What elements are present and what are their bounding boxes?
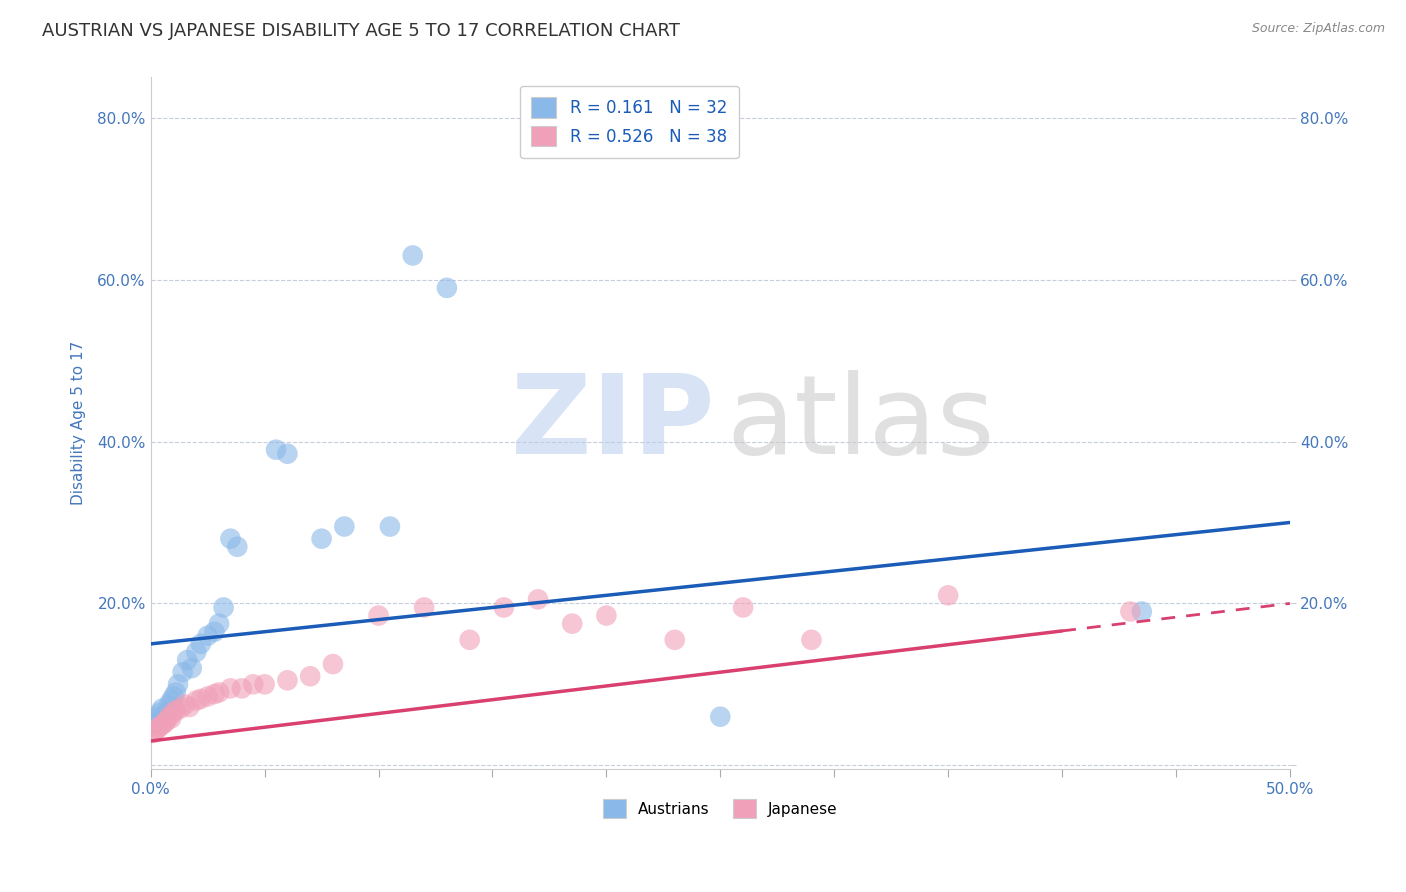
Point [167, 677, 190, 691]
Point [1130, 605, 1153, 619]
Point [157, 709, 180, 723]
Text: Source: ZipAtlas.com: Source: ZipAtlas.com [1251, 22, 1385, 36]
Point [664, 632, 686, 647]
Point [413, 600, 436, 615]
Point [165, 685, 187, 699]
Point [172, 665, 194, 680]
Point [311, 532, 333, 546]
Point [219, 681, 242, 696]
Point [378, 519, 401, 533]
Point [165, 703, 187, 717]
Point [179, 700, 201, 714]
Point [173, 698, 195, 712]
Point [153, 709, 176, 723]
Point [153, 716, 176, 731]
Point [149, 719, 172, 733]
Point [160, 711, 183, 725]
Point [162, 690, 184, 704]
Point [143, 714, 166, 728]
Point [142, 726, 165, 740]
Point [160, 693, 183, 707]
Point [186, 645, 208, 659]
Point [186, 693, 208, 707]
Point [190, 637, 212, 651]
Point [162, 706, 184, 720]
Point [156, 714, 179, 728]
Point [276, 673, 298, 688]
Point [208, 616, 231, 631]
Point [242, 677, 264, 691]
Point [142, 718, 165, 732]
Point [143, 724, 166, 739]
Point [219, 532, 242, 546]
Point [527, 592, 550, 607]
Point [231, 681, 253, 696]
Point [402, 248, 425, 262]
Point [146, 722, 169, 736]
Point [936, 588, 959, 602]
Point [157, 698, 180, 712]
Point [492, 600, 515, 615]
Point [436, 281, 458, 295]
Point [190, 692, 212, 706]
Point [197, 629, 219, 643]
Point [146, 709, 169, 723]
Point [208, 685, 231, 699]
Point [197, 690, 219, 704]
Point [150, 701, 173, 715]
Point [276, 447, 298, 461]
Legend: Austrians, Japanese: Austrians, Japanese [598, 793, 844, 824]
Point [176, 653, 198, 667]
Text: AUSTRIAN VS JAPANESE DISABILITY AGE 5 TO 17 CORRELATION CHART: AUSTRIAN VS JAPANESE DISABILITY AGE 5 TO… [42, 22, 681, 40]
Point [299, 669, 322, 683]
Point [561, 616, 583, 631]
Point [733, 600, 755, 615]
Point [156, 706, 179, 720]
Point [1119, 605, 1142, 619]
Point [253, 677, 276, 691]
Point [458, 632, 481, 647]
Point [709, 709, 731, 723]
Point [169, 701, 191, 715]
Point [595, 608, 617, 623]
Point [204, 687, 226, 701]
Text: atlas: atlas [725, 370, 994, 477]
Point [800, 632, 823, 647]
Point [333, 519, 356, 533]
Point [264, 442, 287, 457]
Point [204, 624, 226, 639]
Text: ZIP: ZIP [512, 370, 714, 477]
Point [226, 540, 249, 554]
Point [322, 657, 344, 672]
Point [367, 608, 389, 623]
Point [212, 600, 235, 615]
Point [149, 706, 172, 720]
Point [150, 718, 173, 732]
Point [180, 661, 202, 675]
Y-axis label: Disability Age 5 to 17: Disability Age 5 to 17 [72, 342, 86, 506]
